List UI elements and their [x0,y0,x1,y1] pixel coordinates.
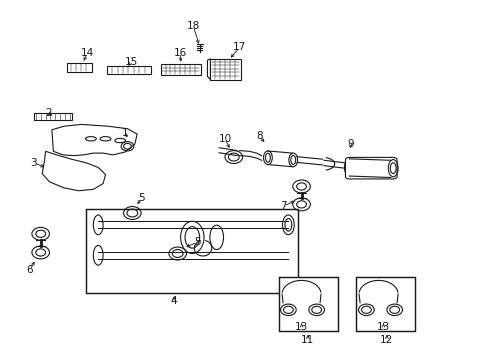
Text: 7: 7 [280,201,286,211]
FancyBboxPatch shape [345,157,396,179]
Text: 11: 11 [301,335,314,345]
Text: 14: 14 [81,48,94,58]
Text: 15: 15 [124,57,138,67]
Text: 5: 5 [194,237,201,247]
Text: 5: 5 [138,193,144,203]
Text: 16: 16 [173,48,186,58]
Text: 4: 4 [170,296,177,306]
Text: 17: 17 [232,42,246,52]
Text: 10: 10 [218,134,231,144]
Polygon shape [52,125,137,156]
Text: 12: 12 [380,335,393,345]
Text: 2: 2 [45,108,52,118]
Bar [107,66,151,74]
Text: 13: 13 [294,322,307,332]
Bar [160,64,200,75]
Polygon shape [42,151,105,191]
Polygon shape [207,59,210,80]
Bar [86,209,298,293]
Text: 13: 13 [376,322,389,332]
Bar [355,277,414,331]
Text: 1: 1 [122,129,128,138]
Bar [66,63,92,72]
Bar [210,59,240,80]
Bar [34,113,72,120]
Ellipse shape [209,225,223,249]
Text: 6: 6 [26,265,33,275]
Text: 8: 8 [255,131,262,141]
Ellipse shape [180,221,203,253]
Text: 9: 9 [347,139,353,149]
Text: 3: 3 [30,158,37,168]
Bar [278,277,337,331]
Text: 18: 18 [186,21,200,31]
Ellipse shape [184,226,199,248]
